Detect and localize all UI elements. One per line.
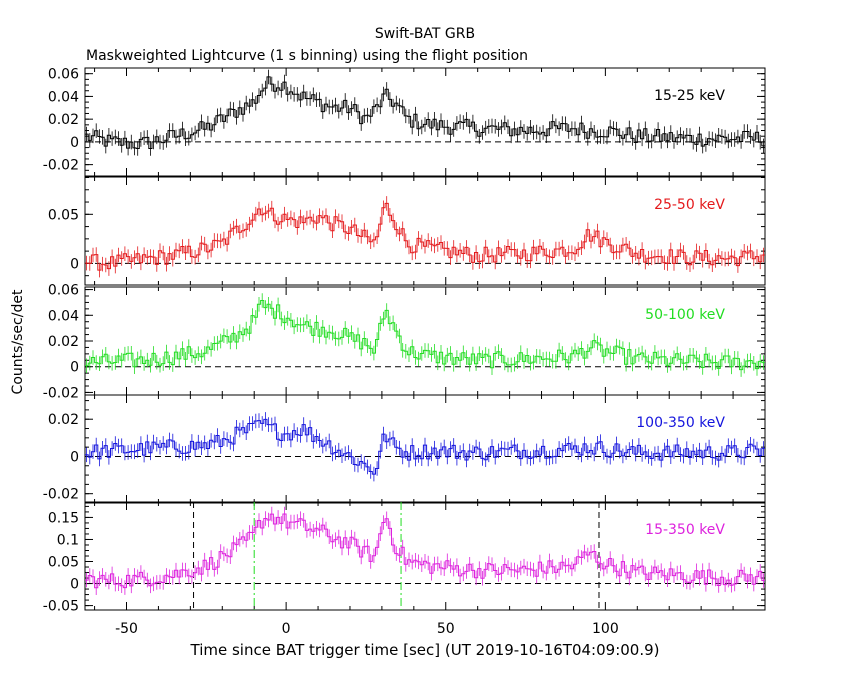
- panel-frame: [84, 286, 766, 396]
- series-errorbars: [86, 69, 764, 156]
- series-line: [85, 513, 765, 589]
- panels: -0.02 0 0.02 0.04 0.06 15-25 keV 0 0.05 25-50 ke…: [43, 67, 766, 637]
- y-tick-label: 0: [70, 135, 79, 151]
- series-label: 15-350 keV: [645, 522, 725, 538]
- y-tick-label: 0.04: [48, 308, 79, 324]
- figure-subtitle: Maskweighted Lightcurve (1 s binning) us…: [86, 48, 528, 64]
- panel-50-100-keV: -0.02 0 0.02 0.04 0.06 50-100 keV: [43, 283, 766, 401]
- y-tick-label: 0: [70, 449, 79, 465]
- y-tick-label: 0.15: [48, 510, 79, 526]
- y-tick-label: -0.02: [43, 487, 79, 503]
- y-tick-label: -0.02: [43, 385, 79, 401]
- y-tick-label: 0.02: [48, 334, 79, 350]
- series-line: [85, 300, 765, 371]
- series-line: [85, 418, 765, 475]
- y-tick-label: 0.06: [48, 283, 79, 299]
- y-tick-label: 0.1: [57, 532, 79, 548]
- y-tick-label: -0.05: [43, 599, 79, 615]
- figure-title: Swift-BAT GRB: [375, 26, 475, 42]
- x-tick-label: -50: [115, 621, 138, 637]
- series-label: 50-100 keV: [645, 307, 725, 323]
- series-errorbars: [86, 506, 764, 595]
- y-tick-label: 0.06: [48, 67, 79, 83]
- x-tick-label: 0: [282, 621, 291, 637]
- y-tick-label: 0: [70, 360, 79, 376]
- y-tick-label: 0.04: [48, 89, 79, 105]
- panel-25-50-keV: 0 0.05 25-50 keV: [48, 176, 766, 286]
- panel-frame: [84, 176, 766, 286]
- series-label: 100-350 keV: [636, 415, 725, 431]
- panel-100-350-keV: -0.02 0 0.02 100-350 keV: [43, 394, 766, 504]
- panel-15-350-keV: -0.05 0 0.05 0.1 0.15 15-350 keV: [43, 501, 766, 615]
- panel-frame: [84, 67, 766, 177]
- series-errorbars: [86, 293, 764, 377]
- y-tick-label: 0.02: [48, 112, 79, 128]
- y-axis-label: Counts/sec/det: [10, 289, 26, 394]
- panel-frame: [84, 394, 766, 504]
- x-tick-label: 100: [592, 621, 619, 637]
- y-tick-label: 0.05: [48, 207, 79, 223]
- y-tick-label: -0.02: [43, 158, 79, 174]
- panel-15-25-keV: -0.02 0 0.02 0.04 0.06 15-25 keV: [43, 67, 766, 177]
- series-line: [85, 202, 765, 271]
- y-tick-label: 0: [70, 577, 79, 593]
- x-axis-label: Time since BAT trigger time [sec] (UT 20…: [190, 641, 660, 659]
- series-line: [85, 76, 765, 149]
- y-tick-label: 0: [70, 256, 79, 272]
- y-tick-label: 0.02: [48, 412, 79, 428]
- y-tick-label: 0.05: [48, 555, 79, 571]
- series-label: 15-25 keV: [654, 88, 725, 104]
- x-tick-label: 50: [437, 621, 455, 637]
- series-label: 25-50 keV: [654, 197, 725, 213]
